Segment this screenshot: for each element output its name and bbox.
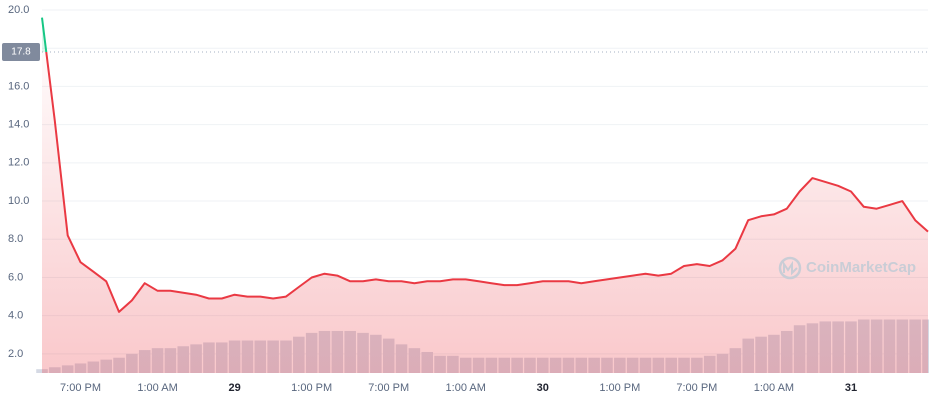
baseline-label-box (2, 43, 40, 62)
x-tick-label: 1:00 AM (754, 382, 794, 394)
y-tick-label: 8.0 (8, 233, 23, 245)
watermark-text: CoinMarketCap (806, 259, 916, 276)
x-tick-label: 7:00 PM (676, 382, 717, 394)
x-tick-label: 1:00 AM (446, 382, 486, 394)
x-tick-label: 29 (228, 382, 240, 394)
y-tick-label: 4.0 (8, 310, 23, 322)
x-tick-label: 7:00 PM (60, 382, 101, 394)
y-tick-label: 20.0 (8, 4, 29, 16)
y-tick-label: 12.0 (8, 157, 29, 169)
price-area (42, 17, 928, 373)
y-tick-label: 10.0 (8, 195, 29, 207)
watermark: CoinMarketCap (778, 256, 916, 280)
x-tick-label: 30 (537, 382, 549, 394)
baseline-label: 17.8 (11, 47, 31, 58)
x-tick-label: 1:00 PM (291, 382, 332, 394)
y-tick-label: 16.0 (8, 80, 29, 92)
x-tick-label: 7:00 PM (368, 382, 409, 394)
price-line (41, 17, 929, 313)
y-tick-label: 6.0 (8, 271, 23, 283)
x-tick-label: 31 (845, 382, 857, 394)
x-tick-label: 1:00 AM (137, 382, 177, 394)
y-tick-label: 14.0 (8, 119, 29, 131)
x-tick-label: 1:00 PM (599, 382, 640, 394)
y-tick-label: 2.0 (8, 348, 23, 360)
